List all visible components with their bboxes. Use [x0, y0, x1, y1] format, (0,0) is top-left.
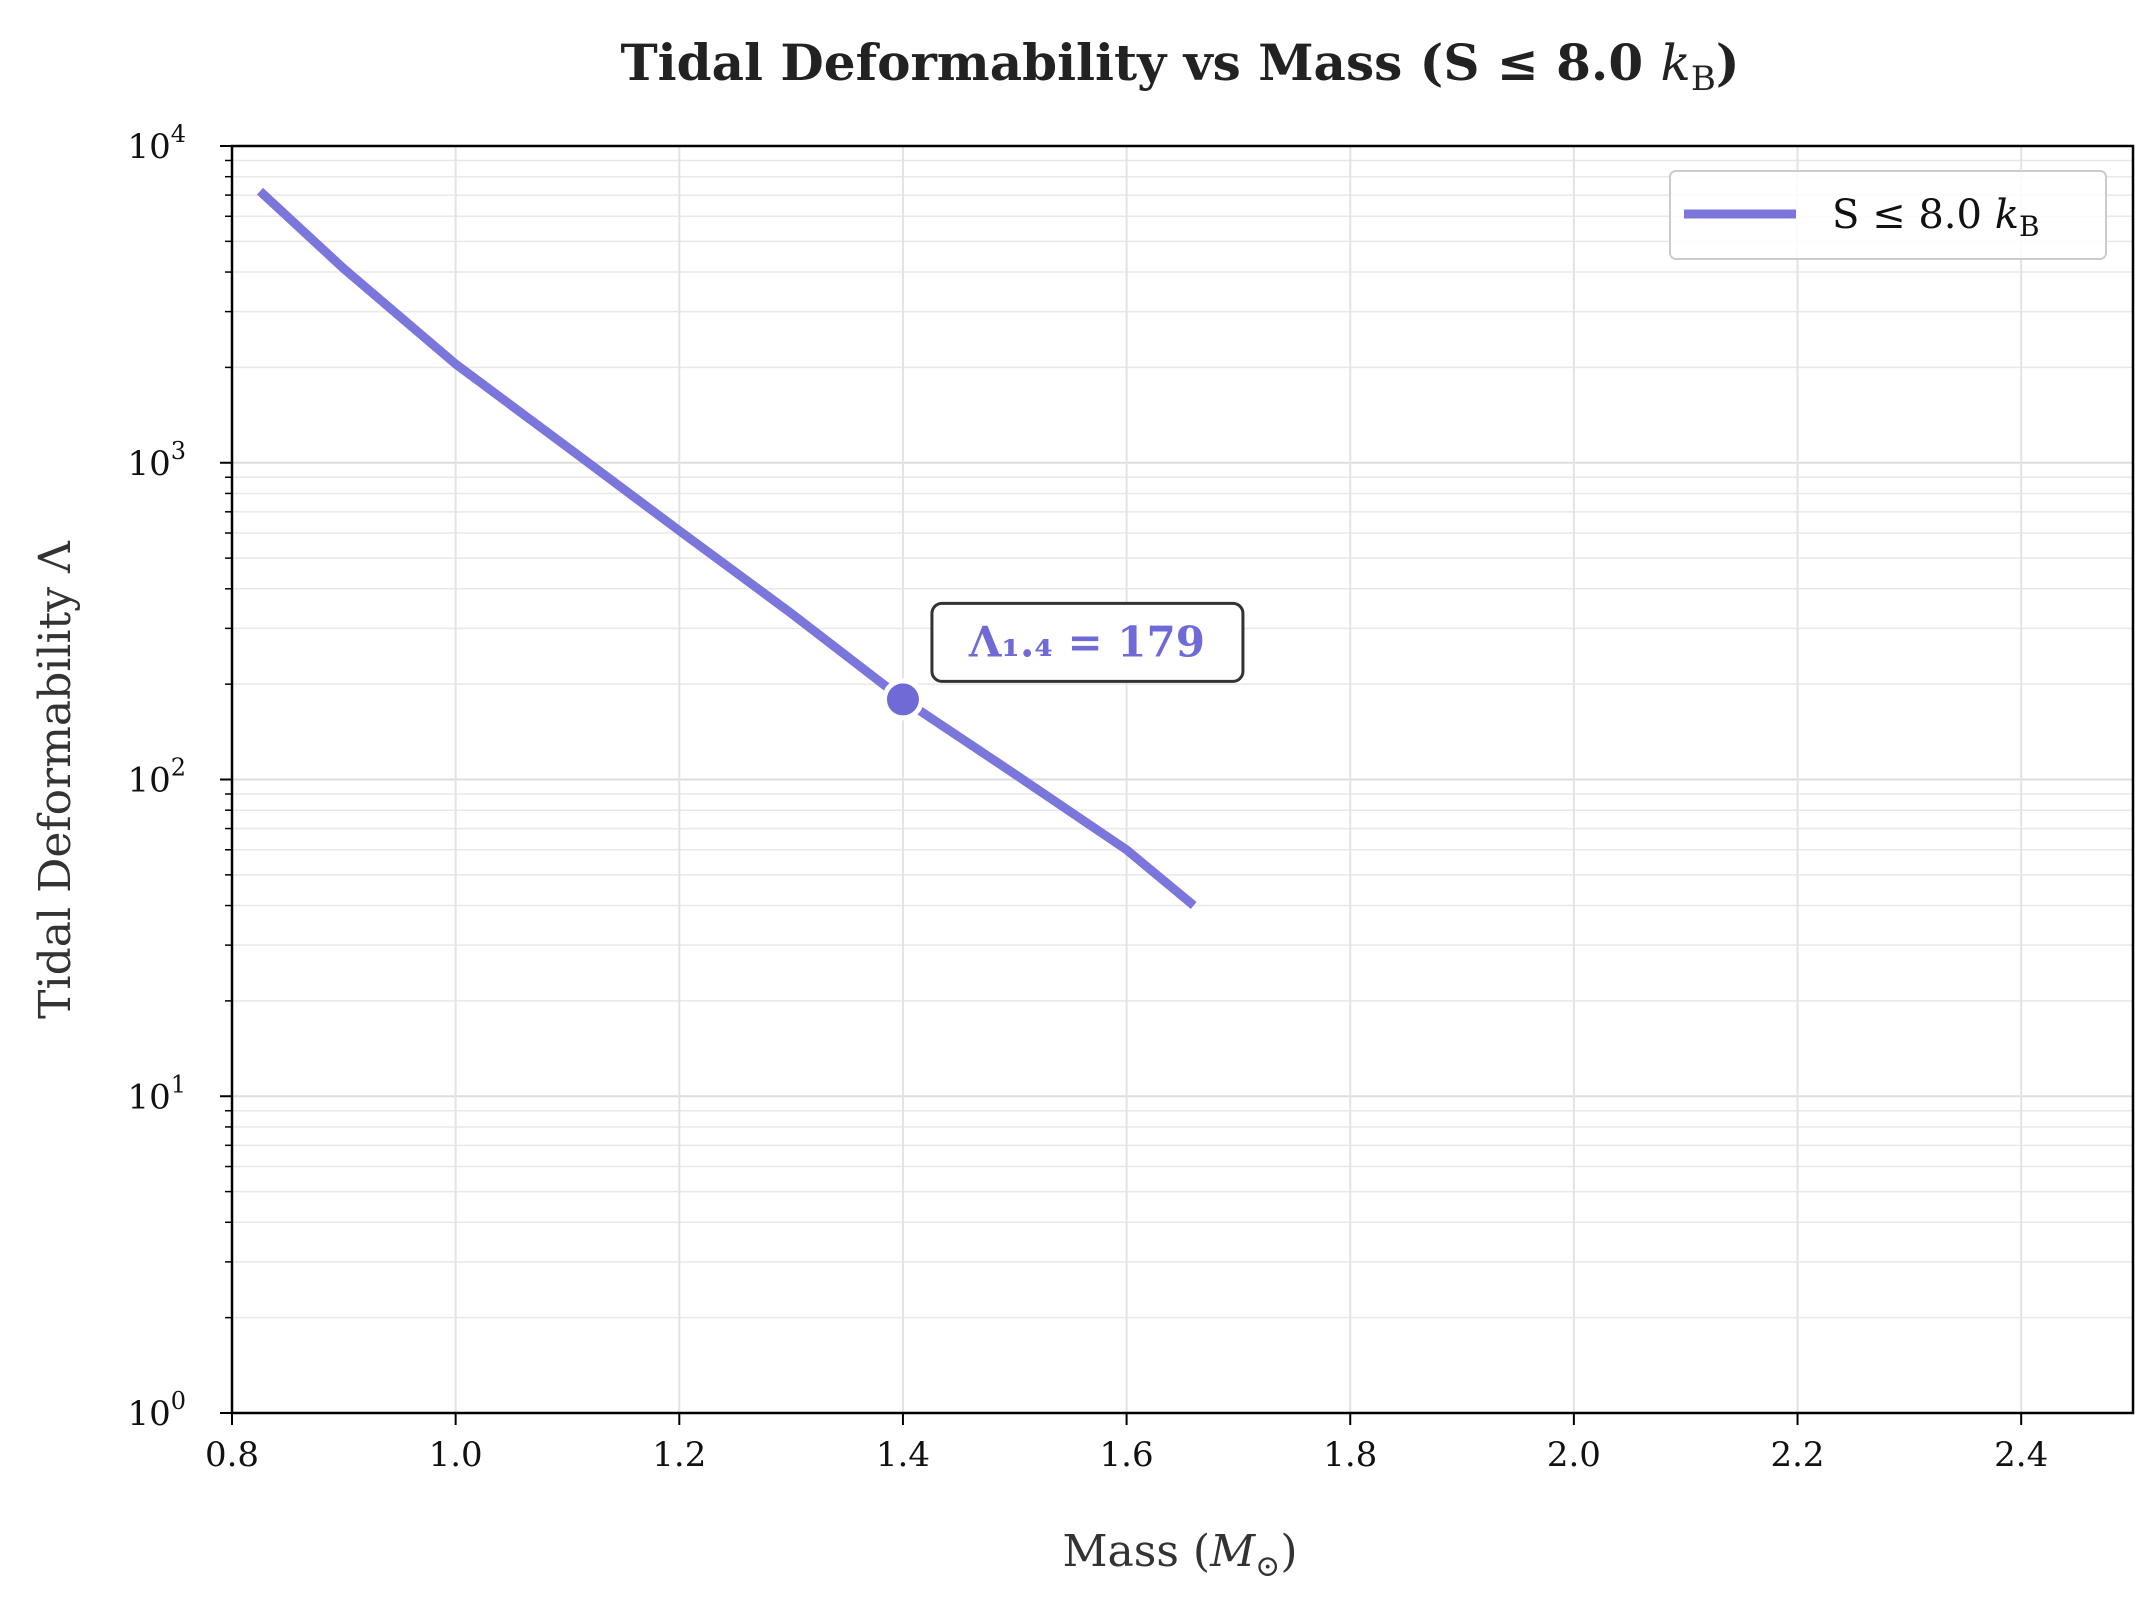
y-tick-label: 102 [127, 754, 186, 801]
x-tick-label: 1.0 [429, 1435, 483, 1475]
x-tick-label: 1.8 [1323, 1435, 1377, 1475]
x-tick-label: 2.4 [1994, 1435, 2048, 1475]
legend: S ≤ 8.0 kB [1669, 170, 2107, 260]
x-tick-label: 1.4 [876, 1435, 930, 1475]
legend-box [1669, 170, 2107, 260]
x-tick-label: 2.2 [1770, 1435, 1824, 1475]
y-tick-label: 100 [127, 1387, 186, 1434]
x-tick-label: 1.2 [652, 1435, 706, 1475]
annotation-marker [886, 683, 919, 716]
chart-title: Tidal Deformability vs Mass (S ≤ 8.0 kB) [620, 33, 1739, 99]
series-layer: Λ₁.₄ = 179 [256, 187, 1245, 909]
y-tick-label: 101 [127, 1070, 186, 1117]
legend-entry-label: S ≤ 8.0 kB [1832, 192, 2040, 243]
x-tick-label: 1.6 [1100, 1435, 1154, 1475]
y-tick-label: 103 [127, 437, 186, 484]
x-axis-label: Mass (M⊙) [1063, 1526, 1298, 1584]
annotation-box [930, 601, 1245, 683]
y-tick-label: 104 [127, 120, 186, 167]
annotation-label: Λ₁.₄ = 179 [968, 617, 1205, 666]
y-axis-label: Tidal Deformability Λ [30, 540, 81, 1019]
series-line-0 [256, 187, 1197, 909]
x-tick-label: 2.0 [1547, 1435, 1601, 1475]
axes: 0.8 1.0 1.2 1.4 1.6 1.8 2.0 2.2 2.4 100 101 102 103 1… [127, 120, 2135, 1475]
x-tick-label: 0.8 [205, 1435, 259, 1475]
